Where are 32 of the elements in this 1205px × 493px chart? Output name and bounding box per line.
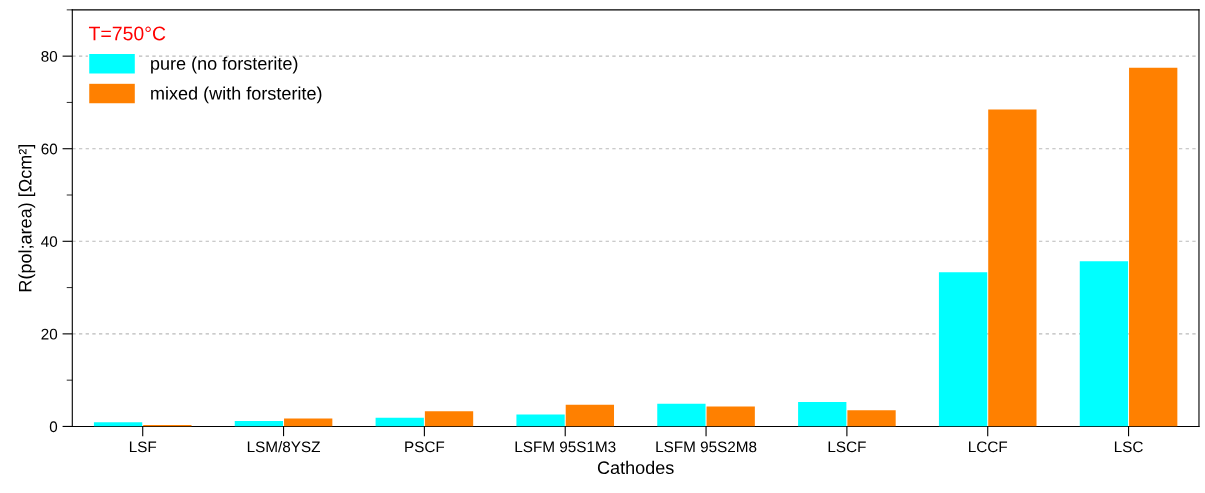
bar: [1129, 67, 1178, 427]
bar: [375, 417, 424, 427]
bar: [706, 406, 755, 427]
bar: [93, 422, 143, 427]
x-tick-label: LSCF: [828, 441, 866, 453]
bar: [847, 410, 896, 427]
y-tick-label: 80: [41, 51, 58, 62]
bar: [424, 411, 474, 427]
y-tick-label: 0: [49, 421, 58, 433]
legend-label: pure (no forsterite): [151, 56, 298, 74]
bar: [938, 272, 988, 427]
x-tick-label: LSFM 95S2M8: [656, 441, 757, 453]
legend-title: T=750°C: [88, 26, 166, 41]
x-tick-label: PSCF: [405, 441, 445, 453]
x-tick-label: LSFM 95S1M3: [515, 441, 616, 453]
bar: [988, 109, 1037, 427]
y-axis-title: R(pol;area) [Ωcm²]: [18, 144, 36, 292]
y-tick-label: 60: [41, 143, 58, 155]
y-tick-label: 20: [41, 328, 58, 340]
x-tick-label: LSM/8YSZ: [247, 441, 321, 453]
x-axis-title: Cathodes: [597, 460, 674, 475]
legend-label: mixed (with forsterite): [151, 86, 322, 104]
bar: [798, 401, 847, 427]
bar: [234, 420, 284, 427]
y-tick-label: 40: [41, 236, 58, 247]
bar: [657, 403, 706, 427]
x-tick-label: LSC: [1114, 441, 1143, 453]
bar: [565, 404, 615, 427]
x-tick-label: LSF: [129, 441, 157, 453]
x-tick-label: LCCF: [969, 441, 1008, 453]
bar: [1079, 261, 1129, 427]
bar: [516, 414, 565, 427]
